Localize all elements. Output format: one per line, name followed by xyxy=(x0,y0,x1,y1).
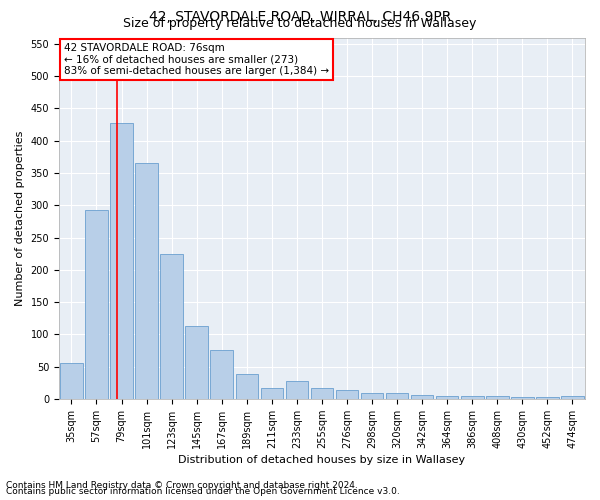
X-axis label: Distribution of detached houses by size in Wallasey: Distribution of detached houses by size … xyxy=(178,455,466,465)
Text: Contains public sector information licensed under the Open Government Licence v3: Contains public sector information licen… xyxy=(6,487,400,496)
Bar xyxy=(361,393,383,399)
Bar xyxy=(185,326,208,399)
Bar xyxy=(136,164,158,399)
Text: Size of property relative to detached houses in Wallasey: Size of property relative to detached ho… xyxy=(124,18,476,30)
Bar xyxy=(236,374,258,399)
Bar xyxy=(286,382,308,399)
Bar xyxy=(511,397,533,399)
Bar xyxy=(536,397,559,399)
Bar xyxy=(85,210,108,399)
Y-axis label: Number of detached properties: Number of detached properties xyxy=(15,130,25,306)
Bar xyxy=(311,388,333,399)
Bar xyxy=(386,393,409,399)
Bar xyxy=(211,350,233,399)
Bar xyxy=(260,388,283,399)
Bar xyxy=(411,395,433,399)
Bar xyxy=(561,396,584,399)
Bar xyxy=(60,364,83,399)
Bar xyxy=(486,396,509,399)
Text: 42, STAVORDALE ROAD, WIRRAL, CH46 9PR: 42, STAVORDALE ROAD, WIRRAL, CH46 9PR xyxy=(149,10,451,24)
Text: 42 STAVORDALE ROAD: 76sqm
← 16% of detached houses are smaller (273)
83% of semi: 42 STAVORDALE ROAD: 76sqm ← 16% of detac… xyxy=(64,43,329,76)
Bar xyxy=(110,122,133,399)
Bar xyxy=(336,390,358,399)
Text: Contains HM Land Registry data © Crown copyright and database right 2024.: Contains HM Land Registry data © Crown c… xyxy=(6,480,358,490)
Bar xyxy=(436,396,458,399)
Bar xyxy=(461,396,484,399)
Bar xyxy=(160,254,183,399)
